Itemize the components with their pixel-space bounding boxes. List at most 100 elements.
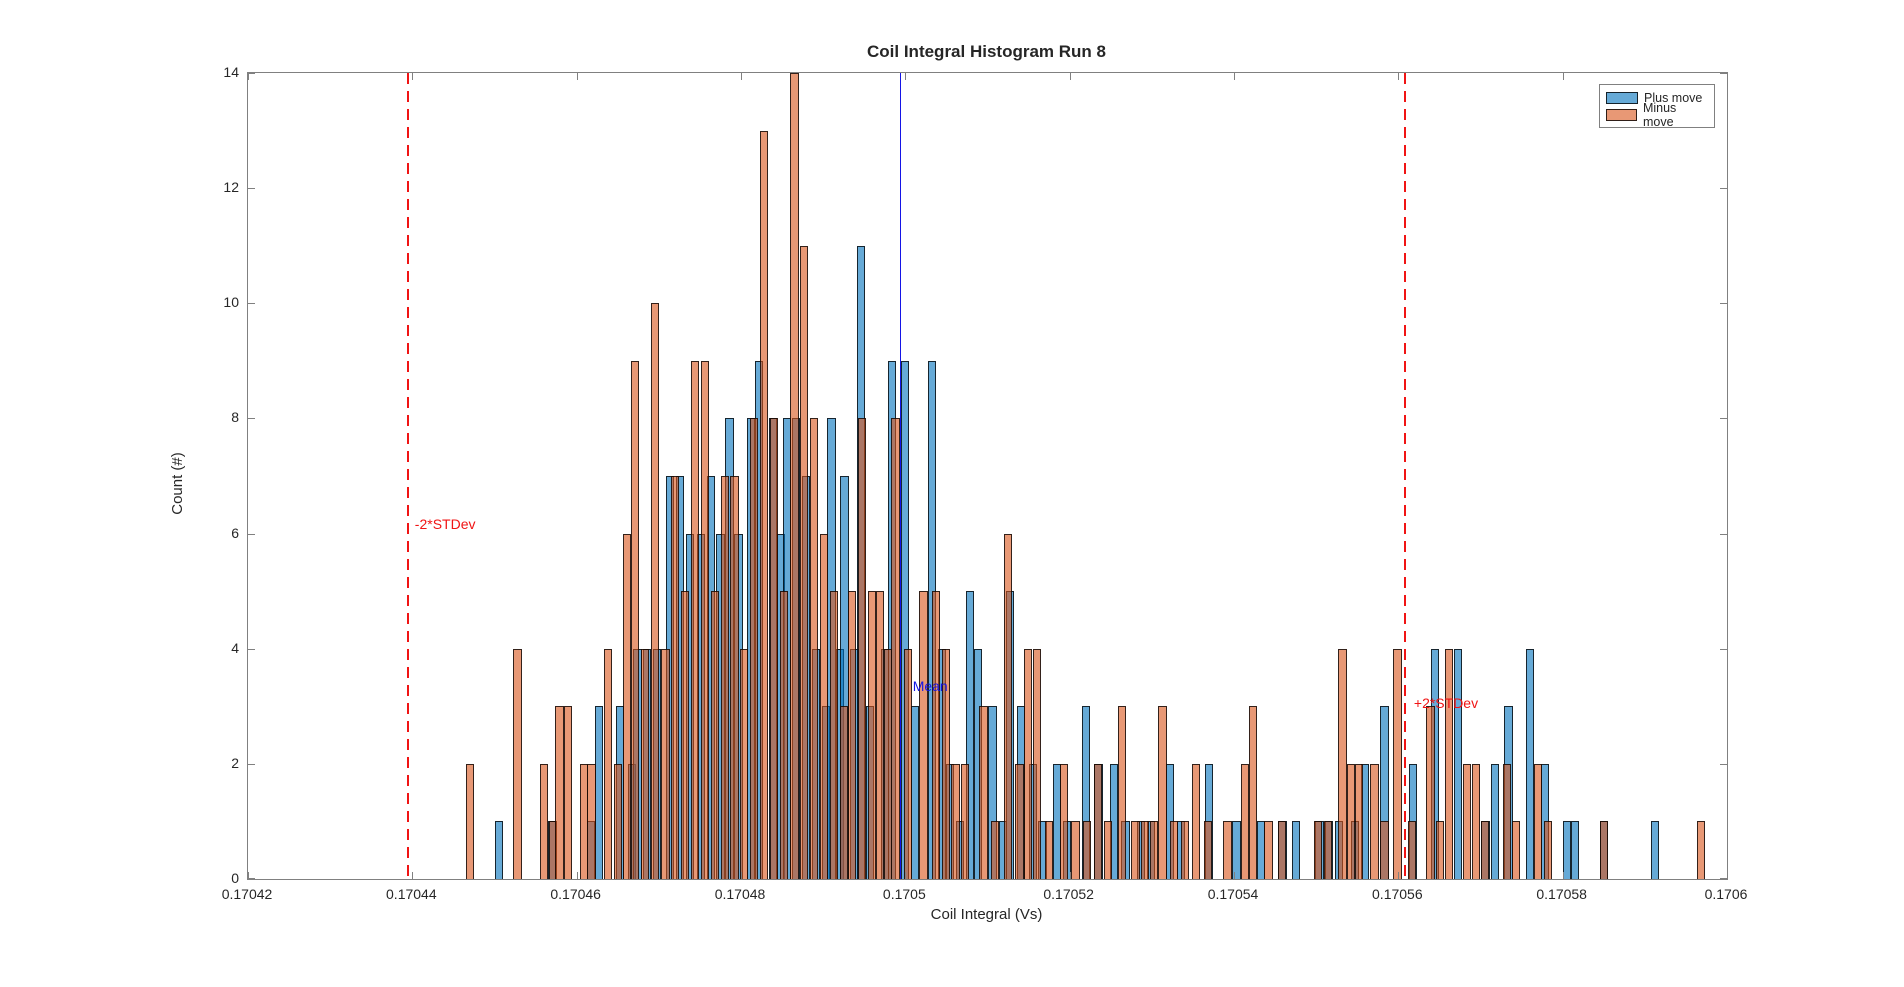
histogram-bar-minus (1104, 821, 1113, 879)
histogram-bar-minus (603, 648, 613, 879)
histogram-bar-plus (1525, 648, 1534, 879)
histogram-bar-minus (671, 476, 680, 879)
histogram-bar-minus (1380, 821, 1389, 879)
histogram-bar-minus (941, 648, 950, 879)
histogram-bar-minus (1338, 648, 1347, 879)
histogram-bar-minus (750, 418, 759, 879)
histogram-bar-minus (961, 763, 970, 879)
histogram-bar-minus (1264, 821, 1273, 879)
histogram-bar-minus (1082, 821, 1092, 879)
x-tick-label: 0.17046 (550, 886, 601, 902)
histogram-bar-minus (1533, 763, 1543, 879)
histogram-bar-minus (1059, 763, 1069, 879)
histogram-bar-minus (1323, 821, 1332, 879)
histogram-bar-plus (494, 821, 503, 879)
histogram-bar-minus (759, 130, 769, 879)
axis-tick (1727, 73, 1728, 80)
x-tick-label: 0.1705 (882, 886, 926, 902)
histogram-bar-minus (1240, 763, 1249, 879)
histogram-bar-minus (919, 591, 928, 879)
axis-tick (905, 872, 907, 879)
x-axis-label: Coil Integral (Vs) (930, 906, 1043, 923)
histogram-bar-plus (1454, 648, 1463, 879)
histogram-bar-minus (1180, 821, 1189, 879)
histogram-bar-plus (1562, 821, 1571, 879)
histogram-bar-minus (1071, 821, 1080, 879)
legend-label-plus-move: Plus move (1644, 90, 1703, 105)
histogram-bar-plus (1082, 706, 1091, 879)
axis-tick (1720, 73, 1727, 74)
y-tick-label: 0 (231, 870, 239, 886)
plot-clip-region (248, 73, 1727, 879)
x-tick-label: 0.17054 (1207, 886, 1259, 902)
axis-tick (1234, 73, 1235, 80)
x-tick-label: 0.17044 (386, 886, 437, 902)
histogram-bar-plus (1650, 821, 1659, 879)
minus2-label: -2*STDev (414, 516, 476, 533)
legend-item-minus-move: Minus move (1606, 101, 1708, 129)
legend-box: Plus move Minus move (1599, 84, 1715, 129)
histogram-bar-plus (1232, 821, 1241, 879)
histogram-bar-minus (779, 591, 788, 879)
axis-tick (248, 648, 255, 650)
axis-tick (741, 73, 742, 80)
histogram-bar-minus (769, 418, 779, 879)
histogram-bar-minus (979, 706, 988, 879)
histogram-bar-minus (903, 648, 912, 879)
y-tick-label: 6 (231, 524, 239, 541)
axis-tick (248, 872, 249, 879)
histogram-bar-minus (810, 418, 819, 879)
histogram-bar-minus (1445, 648, 1454, 879)
histogram-bar-minus (990, 821, 1000, 879)
histogram-bar-minus (1480, 821, 1489, 879)
histogram-bar-minus (740, 648, 749, 879)
histogram-bar-minus (1203, 821, 1212, 879)
histogram-bar-minus (690, 360, 700, 879)
axis-tick (1234, 872, 1235, 879)
histogram-bar-minus (891, 418, 900, 879)
histogram-bar-plus (988, 706, 997, 879)
histogram-bar-minus (857, 418, 866, 879)
histogram-bar-minus (1015, 763, 1024, 879)
axis-tick (576, 872, 578, 879)
histogram-bar-minus (563, 706, 572, 879)
histogram-bar-plus (594, 706, 603, 879)
histogram-bar-minus (640, 648, 650, 879)
x-tick-label: 0.17042 (221, 886, 273, 902)
axis-tick (248, 763, 255, 765)
histogram-bar-minus (790, 73, 799, 879)
axis-tick (1720, 763, 1727, 765)
axis-tick (248, 303, 255, 305)
plot-area: Plus move Minus move Mean -2*STDev +2*STDe… (247, 72, 1728, 880)
histogram-bar-minus (1248, 706, 1258, 879)
histogram-bar-minus (819, 533, 829, 879)
axis-tick (741, 872, 742, 879)
histogram-bar-minus (847, 591, 857, 879)
legend-item-plus-move: Plus move (1606, 89, 1708, 106)
histogram-bar-minus (720, 476, 729, 879)
histogram-bar-minus (1023, 648, 1032, 879)
axis-tick (248, 533, 255, 535)
histogram-bar-minus (1426, 706, 1435, 879)
histogram-bar-minus (1696, 821, 1705, 879)
plus2-line (1404, 73, 1407, 879)
histogram-bar-minus (800, 245, 809, 879)
histogram-bar-minus (1032, 648, 1041, 879)
histogram-bar-plus (1491, 763, 1500, 879)
histogram-bar-minus (1118, 706, 1127, 879)
axis-tick (1398, 872, 1400, 879)
axis-tick (1720, 418, 1727, 420)
histogram-bar-minus (1463, 763, 1472, 879)
y-axis-label: Count (#) (168, 452, 186, 515)
minus2-line (406, 73, 409, 879)
mean-line (899, 73, 902, 879)
histogram-bar-minus (1131, 821, 1140, 879)
histogram-bar-minus (1169, 821, 1179, 879)
histogram-bar-minus (875, 591, 885, 879)
y-tick-label: 14 (223, 64, 239, 80)
histogram-bar-minus (1511, 821, 1520, 879)
legend-label-minus-move: Minus move (1642, 100, 1677, 129)
histogram-bar-minus (1141, 821, 1150, 879)
y-tick-label: 12 (223, 179, 239, 196)
